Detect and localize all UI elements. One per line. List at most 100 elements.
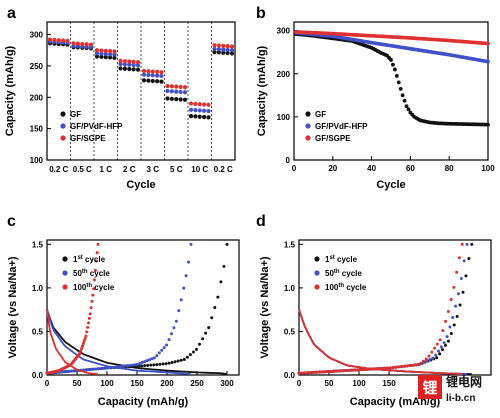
data-point	[179, 298, 183, 302]
data-point	[146, 78, 151, 83]
data-point	[189, 242, 193, 246]
watermark-logo-char: 锂	[422, 379, 437, 397]
data-point	[319, 370, 323, 374]
data-point	[165, 83, 170, 89]
data-point	[446, 339, 450, 343]
panel-letter: c	[7, 213, 16, 230]
data-point	[438, 352, 442, 356]
data-point	[212, 50, 217, 55]
data-point	[62, 370, 66, 374]
data-point	[174, 97, 179, 102]
data-point	[397, 365, 401, 369]
y-tick-label: 100	[277, 113, 291, 122]
data-point	[162, 346, 166, 350]
y-tick-label: 1.5	[284, 240, 296, 249]
data-point	[71, 41, 76, 46]
data-point	[406, 107, 411, 112]
legend-marker	[62, 270, 68, 276]
data-point	[116, 365, 120, 369]
legend-marker	[314, 270, 320, 276]
data-point	[94, 54, 100, 59]
data-point	[221, 50, 226, 55]
data-point	[56, 38, 61, 43]
data-point	[130, 363, 134, 367]
data-point	[158, 362, 162, 366]
data-point	[174, 89, 179, 94]
data-point	[169, 84, 174, 89]
data-point	[159, 70, 164, 75]
data-point	[143, 364, 147, 368]
y-tick-label: 0.0	[284, 371, 296, 380]
data-point	[149, 363, 153, 367]
x-tick-label: 300	[220, 379, 234, 388]
data-point	[300, 371, 304, 375]
panel-b: b 0 100 200 300 0 20 40 60 80 100 Cycle Capacity (mA…	[256, 5, 495, 191]
data-point	[61, 38, 66, 43]
data-point	[202, 114, 207, 120]
data-point	[128, 363, 132, 367]
data-point	[161, 362, 165, 366]
data-point	[419, 361, 423, 365]
data-point	[150, 69, 155, 74]
data-point	[388, 366, 392, 370]
data-point	[127, 66, 132, 72]
data-point	[127, 62, 132, 67]
legend-marker	[314, 256, 320, 262]
data-point	[104, 366, 108, 370]
legend-marker	[62, 284, 68, 290]
data-point	[454, 304, 458, 308]
x-category-label: 0.2 C	[49, 165, 68, 174]
data-point	[467, 257, 471, 261]
data-point	[88, 42, 94, 47]
data-point	[216, 295, 220, 299]
data-point	[170, 360, 174, 364]
data-point	[445, 335, 449, 339]
data-point	[118, 364, 122, 368]
watermark-title: 锂电网	[446, 374, 482, 389]
y-axis-label: Voltage (vs Na/Na+)	[259, 256, 271, 359]
x-category-label: 1 C	[100, 165, 113, 174]
legend-marker	[314, 284, 320, 290]
legend-label-suffix: th	[86, 283, 92, 289]
data-point	[486, 41, 490, 46]
data-point	[94, 51, 100, 56]
data-point	[52, 37, 57, 42]
data-point	[191, 350, 195, 354]
data-point	[80, 41, 85, 47]
data-point	[408, 364, 412, 368]
legend-marker	[305, 123, 311, 129]
legend-marker	[305, 111, 311, 117]
data-point	[148, 358, 152, 362]
data-point	[410, 363, 414, 367]
x-tick-label: 100	[352, 379, 366, 388]
x-axis-label: Capacity (mAh/g)	[350, 396, 441, 408]
legend-label: 1st cycle	[325, 255, 358, 264]
legend-label-rest: cycle	[344, 283, 367, 292]
x-axis-label: Cycle	[376, 179, 405, 191]
discharge-curve	[298, 309, 463, 376]
data-point	[374, 367, 378, 371]
data-point	[464, 274, 468, 278]
data-point	[330, 369, 334, 373]
data-point	[194, 347, 198, 351]
x-tick-label: 50	[325, 379, 334, 388]
data-point	[462, 259, 466, 263]
data-point	[146, 69, 151, 74]
data-point	[225, 242, 229, 246]
y-tick-label: 1.0	[284, 284, 296, 293]
y-tick-label: 300	[277, 27, 291, 36]
data-point	[451, 316, 455, 320]
data-point	[219, 280, 223, 284]
data-point	[94, 367, 98, 371]
x-tick-label: 100	[100, 379, 114, 388]
x-tick-label: 150	[382, 379, 396, 388]
y-tick-label: 0.5	[284, 327, 296, 336]
data-point	[65, 370, 69, 374]
data-point	[391, 366, 395, 370]
data-point	[202, 102, 207, 107]
x-tick-label: 40	[367, 164, 376, 173]
data-point	[435, 356, 439, 360]
x-tick-label: 20	[328, 164, 337, 173]
x-axis-label: Cycle	[126, 179, 155, 191]
data-point	[182, 97, 188, 102]
